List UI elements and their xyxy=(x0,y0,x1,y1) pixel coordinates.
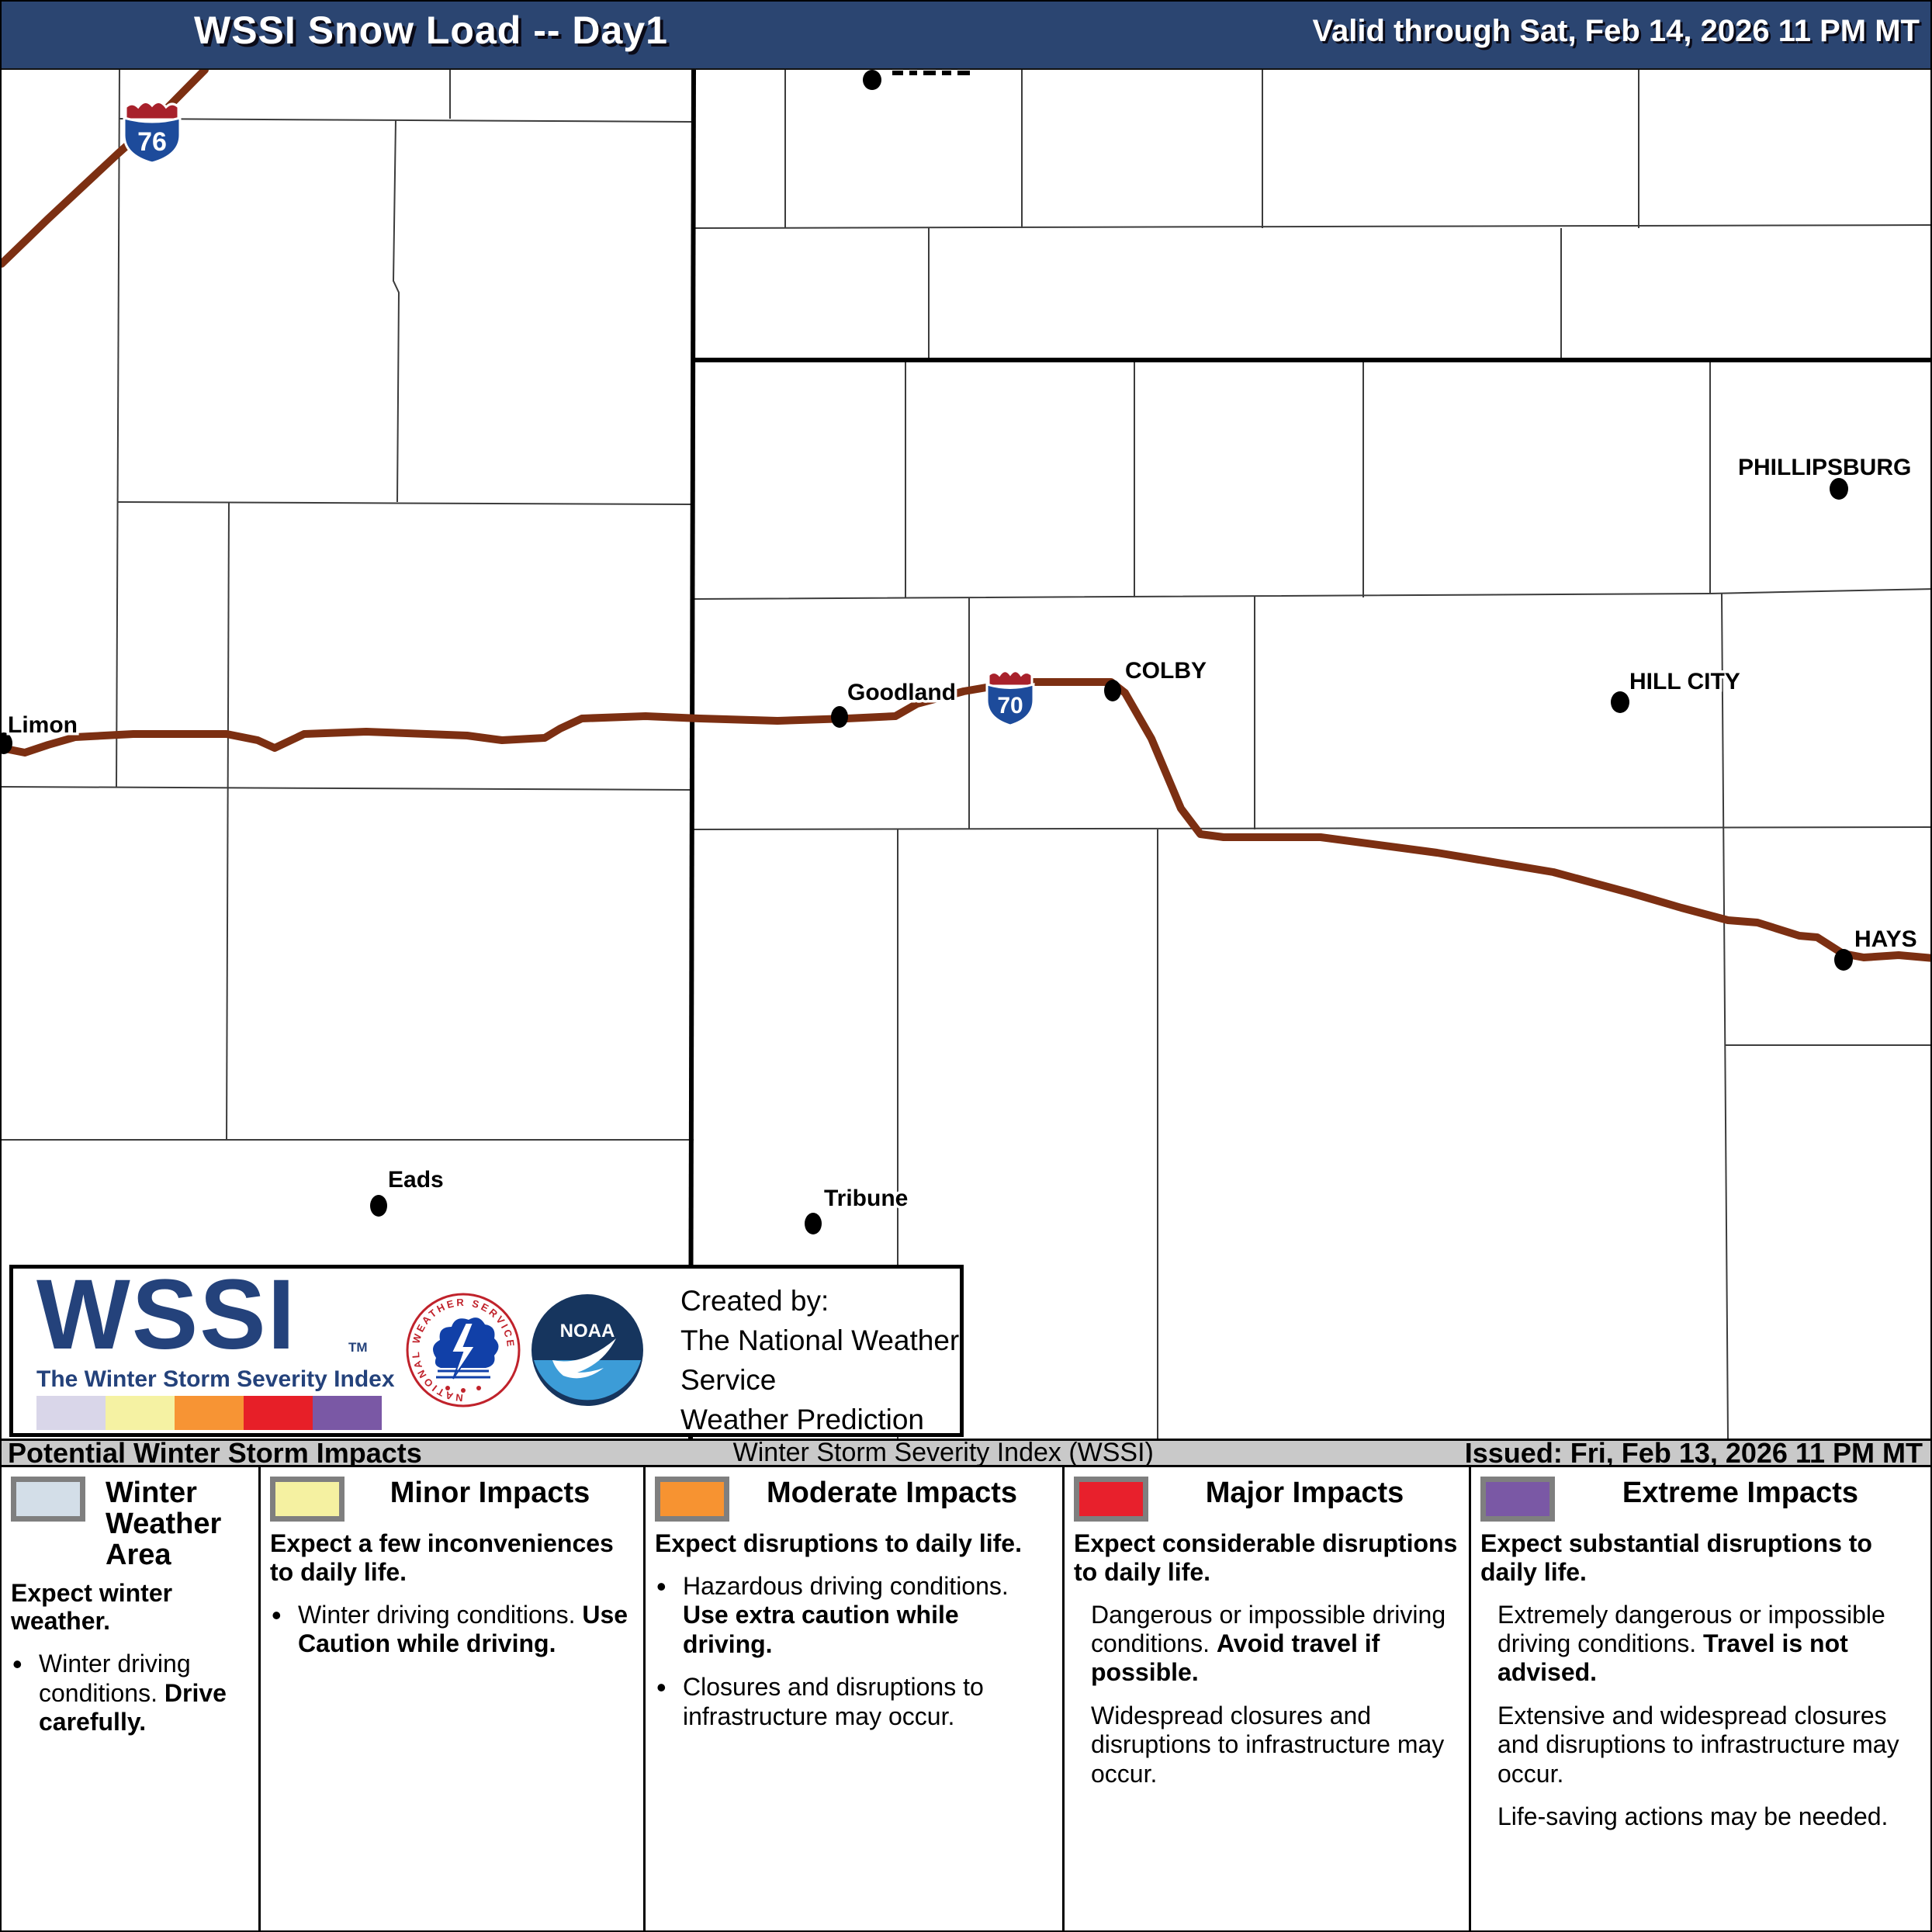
city-dot-clipped xyxy=(863,70,881,90)
legend-col-extreme: Extreme Impacts Expect substantial disru… xyxy=(1471,1467,1930,1930)
valid-through-label: Valid through Sat, Feb 14, 2026 11 PM MT xyxy=(1312,14,1920,48)
city-label-hays: HAYS xyxy=(1854,926,1917,952)
swatch-extreme xyxy=(1480,1477,1555,1522)
legend-intro: Expect winter weather. xyxy=(11,1578,173,1636)
impacts-legend: Winter Weather Area Expect winter weathe… xyxy=(2,1467,1930,1930)
strip-swatch-major xyxy=(244,1396,313,1430)
city-dot-hillcity xyxy=(1611,691,1629,713)
legend-item: Winter driving conditions. Use Caution w… xyxy=(270,1599,635,1659)
wssi-trademark: TM xyxy=(348,1340,368,1355)
wssi-wordmark: WSSI xyxy=(36,1259,297,1370)
created-by-line: Created by: xyxy=(680,1285,829,1317)
legend-item: Life-saving actions may be needed. xyxy=(1497,1802,1889,1831)
legend-title: Minor Impacts xyxy=(390,1477,590,1509)
state-boundaries xyxy=(688,70,1930,1439)
legend-title: Moderate Impacts xyxy=(766,1477,1018,1509)
legend-item: Winter driving conditions. Drive careful… xyxy=(11,1648,251,1736)
swatch-winter-weather xyxy=(11,1477,85,1522)
header-bar: WSSI Snow Load -- Day1 Valid through Sat… xyxy=(2,2,1930,70)
legend-intro: Expect disruptions to daily life. xyxy=(655,1529,1022,1557)
legend-item: Hazardous driving conditions. Use extra … xyxy=(655,1570,1054,1659)
city-label-tribune: Tribune xyxy=(824,1186,908,1211)
city-dot-eads xyxy=(370,1195,387,1217)
i70-shield-number: 70 xyxy=(997,693,1023,718)
city-label-eads: Eads xyxy=(388,1167,444,1193)
legend-col-winter-weather: Winter Weather Area Expect winter weathe… xyxy=(2,1467,258,1930)
city-label-hillcity: HILL CITY xyxy=(1629,669,1740,694)
noaa-logo-text: NOAA xyxy=(560,1321,615,1342)
legend-intro: Expect a few inconveniences to daily lif… xyxy=(270,1529,614,1586)
city-dots xyxy=(2,70,1853,1234)
legend-item: Extensive and widespread closures and di… xyxy=(1497,1701,1899,1788)
legend-title: Major Impacts xyxy=(1205,1477,1404,1509)
impacts-bar-title: Potential Winter Storm Impacts xyxy=(8,1436,422,1469)
impact-map: 76 70 Limon Goodland COLBY xyxy=(2,70,1930,1439)
legend-divider xyxy=(1469,1467,1471,1930)
county-boundaries xyxy=(2,70,1930,1439)
road-i76 xyxy=(2,70,209,268)
strip-swatch-minor xyxy=(106,1396,175,1430)
org-line-1: The National Weather Service xyxy=(680,1324,960,1397)
city-dot-colby xyxy=(1104,680,1121,701)
issued-label: Issued: Fri, Feb 13, 2026 11 PM MT xyxy=(1464,1436,1923,1469)
legend-item: Extremely dangerous or impossible drivin… xyxy=(1497,1600,1885,1687)
i76-shield: 76 xyxy=(123,101,182,164)
swatch-moderate xyxy=(655,1477,729,1522)
legend-divider xyxy=(1062,1467,1065,1930)
i76-shield-number: 76 xyxy=(137,127,167,157)
wssi-tagline: The Winter Storm Severity Index xyxy=(36,1366,395,1392)
legend-item: Widespread closures and disruptions to i… xyxy=(1091,1701,1445,1788)
city-label-colby: COLBY xyxy=(1125,658,1207,684)
legend-title: Winter Weather Area xyxy=(106,1477,222,1571)
impacts-title-bar: Potential Winter Storm Impacts Winter St… xyxy=(2,1436,1930,1469)
nws-logo: NATIONAL WEATHER SERVICE xyxy=(406,1293,521,1407)
road-i70 xyxy=(2,678,1930,962)
city-labels: Limon Goodland COLBY PHILLIPSBURG HILL C… xyxy=(5,452,1920,1214)
legend-intro: Expect substantial disruptions to daily … xyxy=(1480,1529,1872,1586)
city-label-phillipsburg: PHILLIPSBURG xyxy=(1738,455,1911,480)
i70-shield: 70 xyxy=(985,670,1035,727)
city-dot-limon xyxy=(2,732,12,754)
legend-title: Extreme Impacts xyxy=(1622,1477,1859,1509)
page-title: WSSI Snow Load -- Day1 xyxy=(194,9,668,52)
noaa-logo: NOAA xyxy=(531,1294,643,1406)
city-dot-goodland xyxy=(831,706,848,728)
legend-item: Closures and disruptions to infrastructu… xyxy=(655,1671,1054,1731)
city-label-goodland: Goodland xyxy=(847,680,956,705)
legend-col-major: Major Impacts Expect considerable disrup… xyxy=(1065,1467,1469,1930)
city-dot-hays xyxy=(1834,949,1853,971)
legend-item: Dangerous or impossible driving conditio… xyxy=(1091,1600,1446,1687)
credit-box: WSSI TM The Winter Storm Severity Index … xyxy=(9,1259,964,1475)
wssi-severity-strip xyxy=(36,1396,382,1430)
strip-swatch-winter xyxy=(36,1396,106,1430)
interstate-roads xyxy=(2,70,1930,962)
swatch-minor xyxy=(270,1477,345,1522)
strip-swatch-extreme xyxy=(313,1396,382,1430)
city-dot-tribune xyxy=(805,1213,822,1234)
impacts-bar-subtitle: Winter Storm Severity Index (WSSI) xyxy=(732,1438,1154,1467)
swatch-major xyxy=(1074,1477,1148,1522)
legend-intro: Expect considerable disruptions to daily… xyxy=(1074,1529,1458,1586)
strip-swatch-moderate xyxy=(175,1396,244,1430)
legend-col-minor: Minor Impacts Expect a few inconvenience… xyxy=(261,1467,643,1930)
legend-divider xyxy=(258,1467,261,1930)
city-dot-phillipsburg xyxy=(1830,478,1848,500)
city-label-limon: Limon xyxy=(8,712,78,738)
legend-col-moderate: Moderate Impacts Expect disruptions to d… xyxy=(646,1467,1062,1930)
legend-divider xyxy=(643,1467,646,1930)
